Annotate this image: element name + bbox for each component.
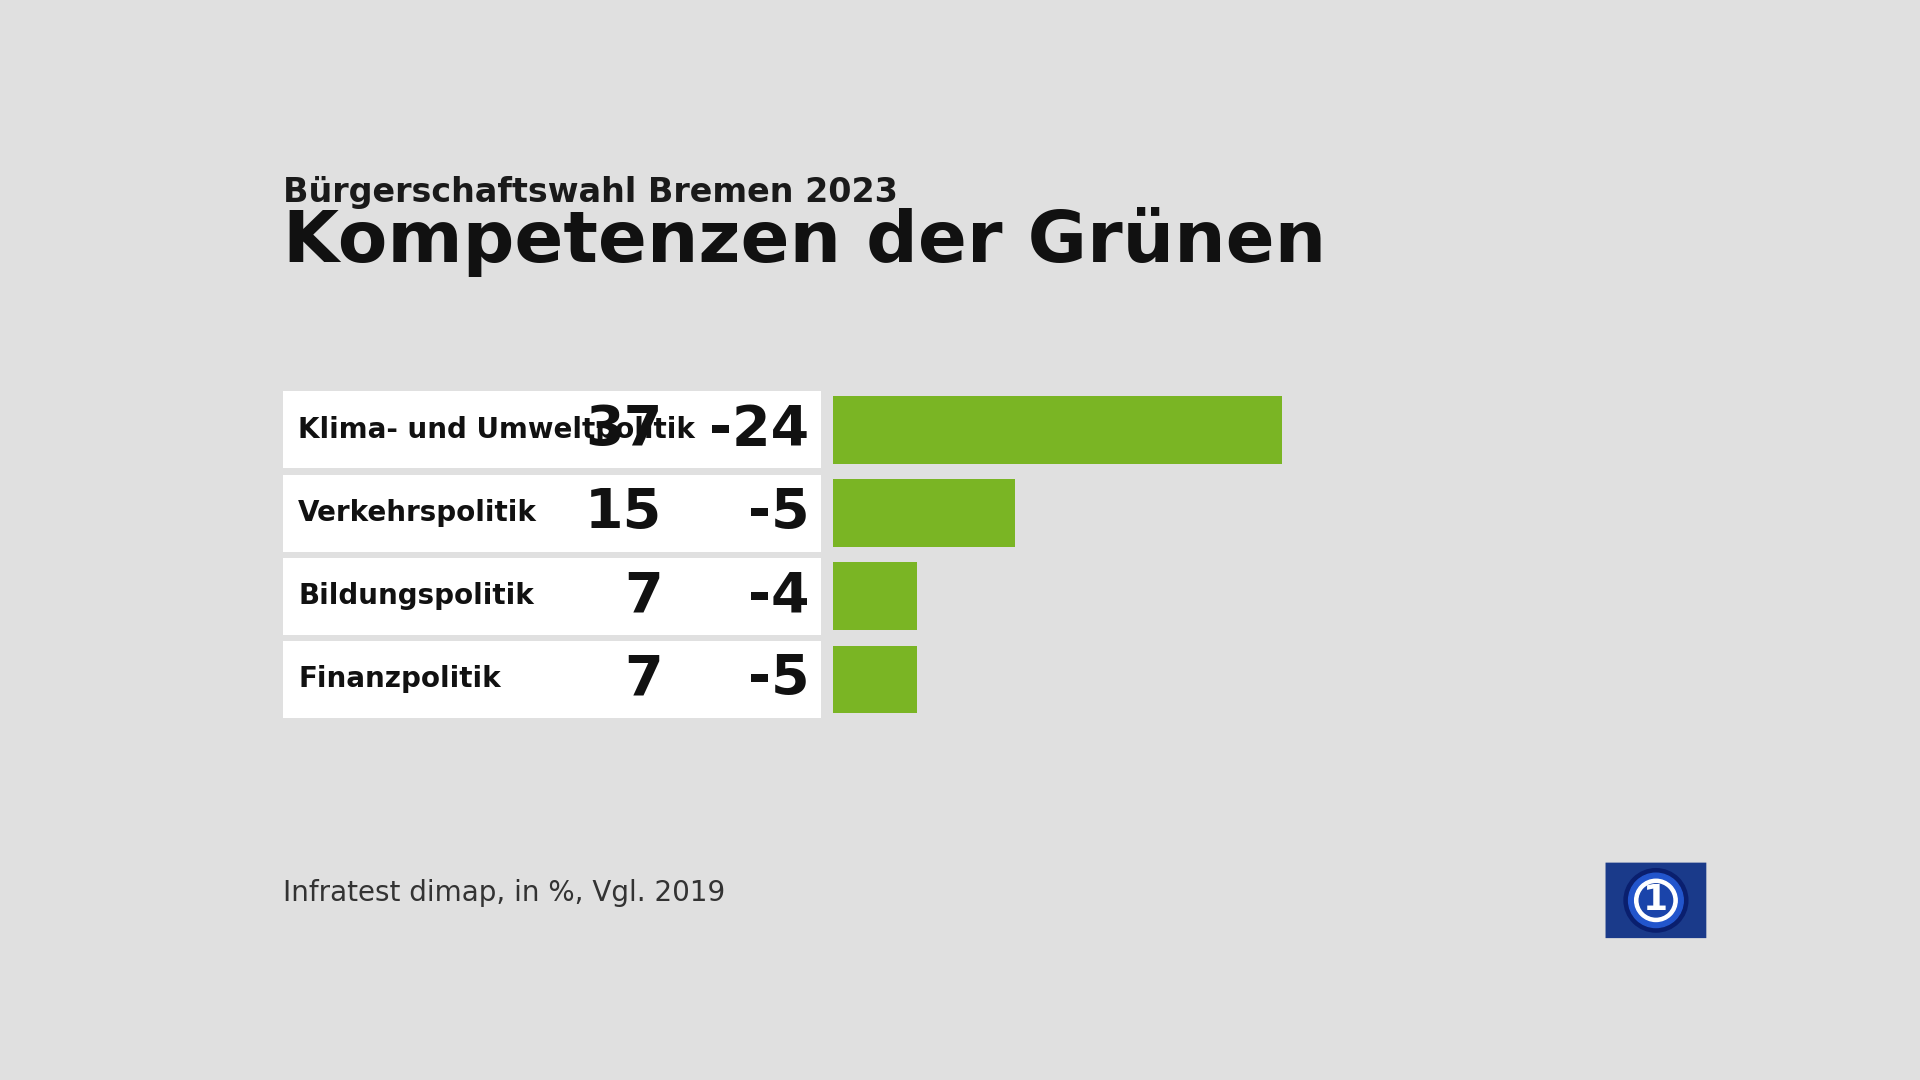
Circle shape: [1634, 879, 1678, 921]
Bar: [833, 646, 918, 713]
Bar: [282, 640, 822, 718]
Bar: [282, 474, 822, 552]
Bar: [833, 396, 1283, 463]
Bar: [833, 480, 1016, 546]
Text: 37: 37: [586, 403, 662, 457]
Circle shape: [1624, 868, 1688, 932]
Text: Verkehrspolitik: Verkehrspolitik: [298, 499, 538, 527]
Text: -4: -4: [749, 569, 810, 623]
Text: Klima- und Umweltpolitik: Klima- und Umweltpolitik: [298, 416, 695, 444]
Text: 15: 15: [586, 486, 662, 540]
Text: -5: -5: [749, 486, 810, 540]
Text: Bürgerschaftswahl Bremen 2023: Bürgerschaftswahl Bremen 2023: [282, 176, 897, 208]
Text: Kompetenzen der Grünen: Kompetenzen der Grünen: [282, 206, 1325, 276]
Text: Bildungspolitik: Bildungspolitik: [298, 582, 534, 610]
Bar: [282, 557, 822, 635]
Text: 7: 7: [624, 569, 662, 623]
Text: -5: -5: [749, 652, 810, 706]
Text: 7: 7: [624, 652, 662, 706]
Text: Infratest dimap, in %, Vgl. 2019: Infratest dimap, in %, Vgl. 2019: [282, 879, 726, 907]
Circle shape: [1628, 874, 1684, 928]
Text: -24: -24: [710, 403, 810, 457]
Bar: [282, 391, 822, 469]
Text: Finanzpolitik: Finanzpolitik: [298, 665, 501, 693]
FancyBboxPatch shape: [1605, 863, 1707, 939]
Circle shape: [1640, 883, 1672, 917]
Bar: [833, 563, 918, 630]
Text: 1: 1: [1644, 883, 1668, 917]
